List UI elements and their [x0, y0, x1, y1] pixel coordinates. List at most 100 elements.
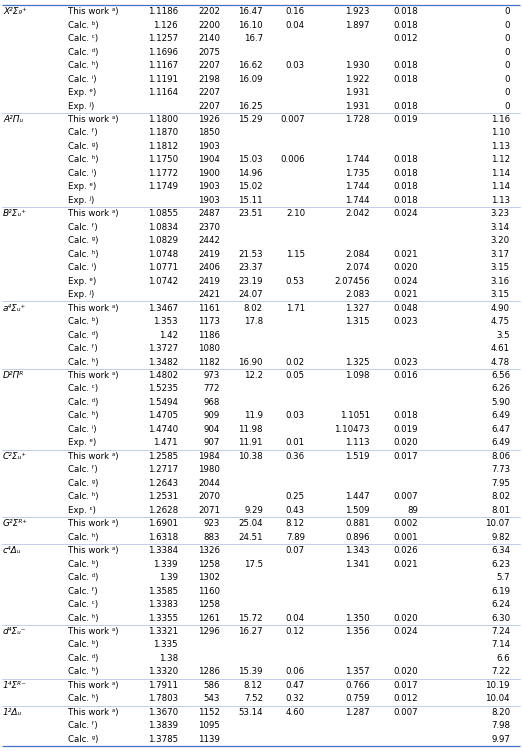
Text: 0.01: 0.01 — [286, 439, 305, 448]
Text: G²Σᴿ⁺: G²Σᴿ⁺ — [3, 519, 28, 528]
Text: 0.048: 0.048 — [394, 303, 418, 312]
Text: Calc. ᵈ): Calc. ᵈ) — [68, 330, 98, 339]
Text: 1.71: 1.71 — [286, 303, 305, 312]
Text: 25.04: 25.04 — [239, 519, 263, 528]
Text: 0.021: 0.021 — [394, 250, 418, 259]
Text: 1900: 1900 — [198, 169, 220, 178]
Text: 0.024: 0.024 — [394, 627, 418, 636]
Text: 1.357: 1.357 — [346, 668, 370, 677]
Text: 11.98: 11.98 — [239, 425, 263, 434]
Text: 6.49: 6.49 — [491, 412, 510, 421]
Text: 1186: 1186 — [198, 330, 220, 339]
Text: 1.0855: 1.0855 — [148, 210, 178, 219]
Text: 1286: 1286 — [198, 668, 220, 677]
Text: 1.931: 1.931 — [346, 88, 370, 97]
Text: 2202: 2202 — [198, 8, 220, 17]
Text: 1.16: 1.16 — [491, 115, 510, 124]
Text: 21.53: 21.53 — [239, 250, 263, 259]
Text: 10.38: 10.38 — [239, 452, 263, 461]
Text: 0.03: 0.03 — [286, 61, 305, 70]
Text: 1.2585: 1.2585 — [148, 452, 178, 461]
Text: 1.343: 1.343 — [346, 546, 370, 555]
Text: This work ᵃ): This work ᵃ) — [68, 519, 118, 528]
Text: 6.26: 6.26 — [491, 385, 510, 394]
Text: 0.896: 0.896 — [346, 532, 370, 541]
Text: 24.51: 24.51 — [239, 532, 263, 541]
Text: 0.12: 0.12 — [286, 627, 305, 636]
Text: 2070: 2070 — [198, 492, 220, 501]
Text: 15.11: 15.11 — [239, 196, 263, 205]
Text: 0.007: 0.007 — [394, 708, 418, 716]
Text: 2370: 2370 — [198, 223, 220, 232]
Text: Calc. ⁱ): Calc. ⁱ) — [68, 263, 97, 272]
Text: 0.06: 0.06 — [286, 668, 305, 677]
Text: 1.930: 1.930 — [346, 61, 370, 70]
Text: 1.3383: 1.3383 — [148, 600, 178, 609]
Text: Calc. ʰ): Calc. ʰ) — [68, 155, 99, 164]
Text: 1.315: 1.315 — [346, 317, 370, 326]
Text: This work ᵃ): This work ᵃ) — [68, 627, 118, 636]
Text: 1.356: 1.356 — [346, 627, 370, 636]
Text: 0.881: 0.881 — [346, 519, 370, 528]
Text: This work ᵃ): This work ᵃ) — [68, 115, 118, 124]
Text: 8.06: 8.06 — [491, 452, 510, 461]
Text: 543: 543 — [204, 695, 220, 704]
Text: 2421: 2421 — [198, 290, 220, 299]
Text: 0: 0 — [504, 101, 510, 110]
Text: 0: 0 — [504, 88, 510, 97]
Text: Calc. ᶜ): Calc. ᶜ) — [68, 35, 98, 43]
Text: 1.098: 1.098 — [346, 371, 370, 380]
Text: 1.13: 1.13 — [491, 196, 510, 205]
Text: 1.113: 1.113 — [346, 439, 370, 448]
Text: 0.023: 0.023 — [394, 357, 418, 366]
Text: 0.47: 0.47 — [286, 681, 305, 690]
Text: This work ᵃ): This work ᵃ) — [68, 708, 118, 716]
Text: 2207: 2207 — [198, 61, 220, 70]
Text: 1.339: 1.339 — [153, 559, 178, 569]
Text: 1.3727: 1.3727 — [148, 344, 178, 353]
Text: Calc. ᵍ): Calc. ᵍ) — [68, 479, 98, 488]
Text: 2442: 2442 — [198, 237, 220, 246]
Text: 2.07456: 2.07456 — [335, 276, 370, 285]
Text: 1.3785: 1.3785 — [148, 734, 178, 743]
Text: 1.0748: 1.0748 — [148, 250, 178, 259]
Text: 17.8: 17.8 — [244, 317, 263, 326]
Text: 1903: 1903 — [198, 196, 220, 205]
Text: 968: 968 — [204, 398, 220, 407]
Text: 1.1257: 1.1257 — [148, 35, 178, 43]
Text: Calc. ⁱ): Calc. ⁱ) — [68, 169, 97, 178]
Text: 1.744: 1.744 — [346, 196, 370, 205]
Text: 1.350: 1.350 — [346, 614, 370, 623]
Text: 8.01: 8.01 — [491, 505, 510, 514]
Text: 1.4740: 1.4740 — [148, 425, 178, 434]
Text: 0.020: 0.020 — [394, 439, 418, 448]
Text: 1.2717: 1.2717 — [148, 466, 178, 475]
Text: 9.29: 9.29 — [244, 505, 263, 514]
Text: 0: 0 — [504, 8, 510, 17]
Text: 1.327: 1.327 — [346, 303, 370, 312]
Text: Calc. ᵈ): Calc. ᵈ) — [68, 47, 98, 56]
Text: 0.006: 0.006 — [280, 155, 305, 164]
Text: 2406: 2406 — [198, 263, 220, 272]
Text: 1903: 1903 — [198, 142, 220, 151]
Text: 1980: 1980 — [198, 466, 220, 475]
Text: Calc. ᶠ): Calc. ᶠ) — [68, 223, 98, 232]
Text: 0.018: 0.018 — [394, 8, 418, 17]
Text: 7.73: 7.73 — [491, 466, 510, 475]
Text: 3.20: 3.20 — [491, 237, 510, 246]
Text: 7.14: 7.14 — [491, 641, 510, 650]
Text: 973: 973 — [204, 371, 220, 380]
Text: 0.024: 0.024 — [394, 276, 418, 285]
Text: 16.10: 16.10 — [239, 21, 263, 30]
Text: 6.47: 6.47 — [491, 425, 510, 434]
Text: 0.002: 0.002 — [394, 519, 418, 528]
Text: 1.3839: 1.3839 — [148, 721, 178, 730]
Text: 1161: 1161 — [198, 303, 220, 312]
Text: 16.09: 16.09 — [239, 74, 263, 83]
Text: 0.007: 0.007 — [394, 492, 418, 501]
Text: 8.02: 8.02 — [244, 303, 263, 312]
Text: 1.4802: 1.4802 — [148, 371, 178, 380]
Text: 1182: 1182 — [198, 357, 220, 366]
Text: 14.96: 14.96 — [239, 169, 263, 178]
Text: 3.23: 3.23 — [491, 210, 510, 219]
